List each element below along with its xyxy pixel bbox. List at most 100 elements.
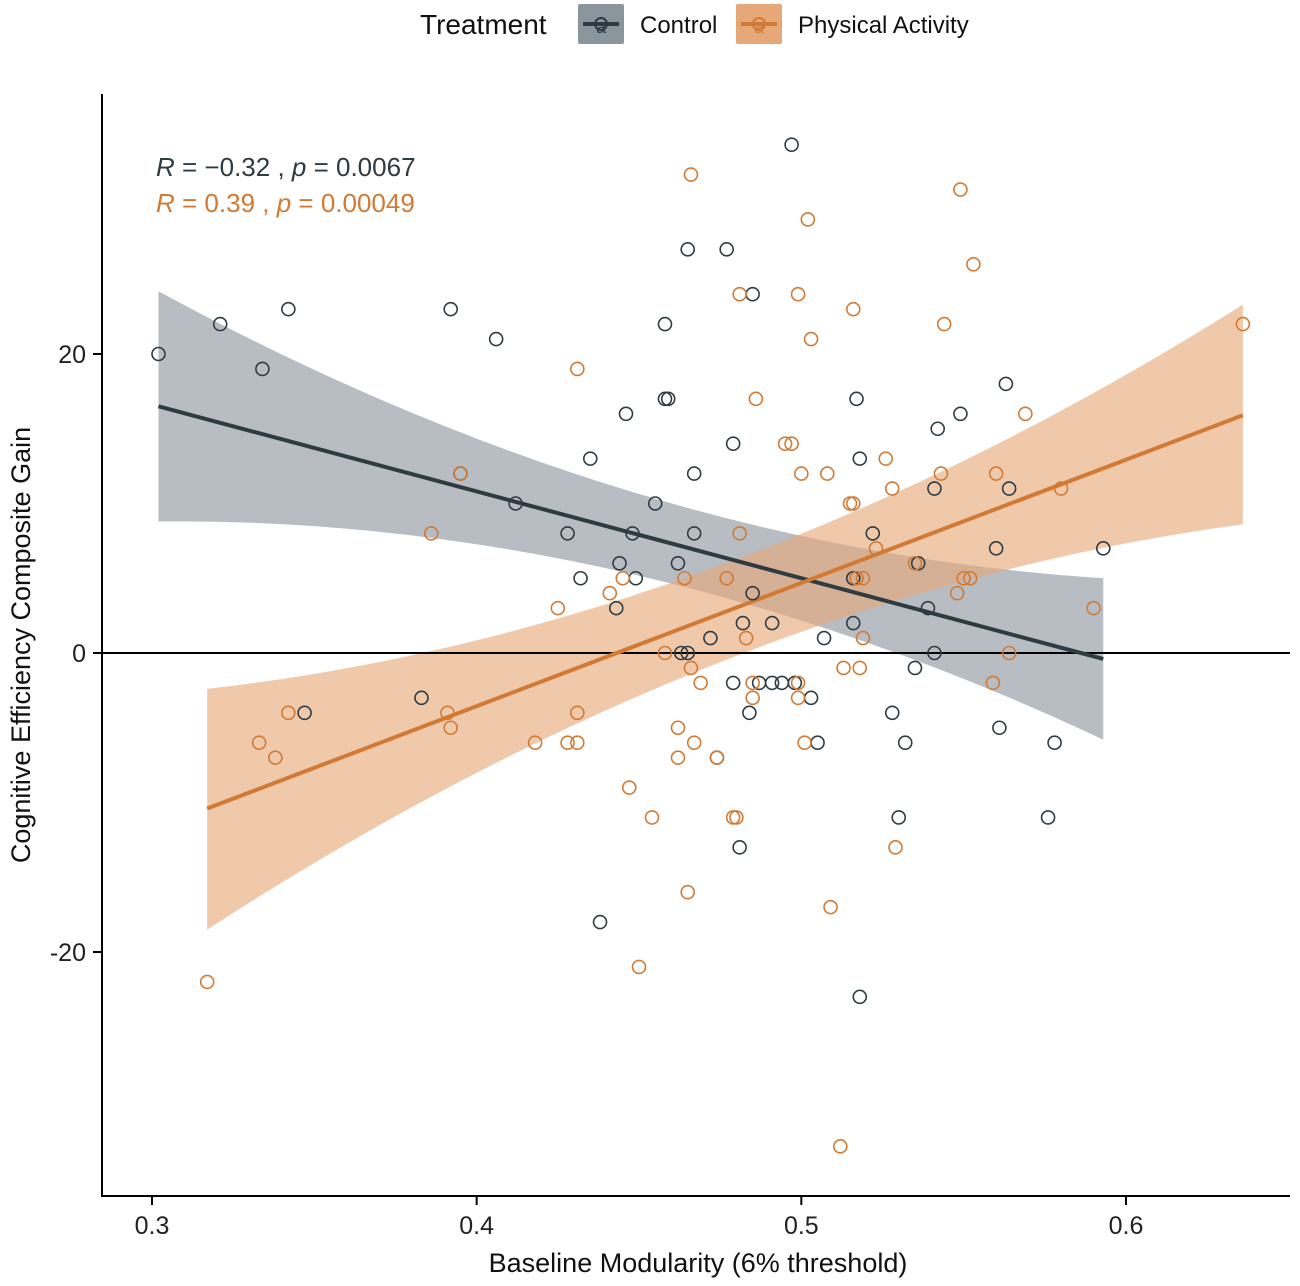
physical-activity-stats-annotation: R = 0.39 , p = 0.00049 xyxy=(156,188,415,218)
physical-activity-data-point xyxy=(670,720,686,736)
control-data-point xyxy=(849,391,864,407)
control-data-point xyxy=(592,914,608,930)
physical-activity-data-point xyxy=(803,331,819,347)
physical-activity-data-point xyxy=(570,735,585,751)
physical-activity-data-point xyxy=(732,286,747,302)
physical-activity-data-point xyxy=(790,675,806,691)
legend-label-control: Control xyxy=(640,12,717,39)
control-data-point xyxy=(573,570,588,586)
physical-activity-data-point xyxy=(729,810,744,825)
y-tick-label: 0 xyxy=(72,640,86,668)
physical-activity-data-point xyxy=(683,167,699,182)
control-data-point xyxy=(680,242,696,257)
control-data-point xyxy=(1047,735,1062,751)
control-data-point xyxy=(930,421,945,437)
x-tick-label: 0.4 xyxy=(459,1212,494,1240)
control-data-point xyxy=(897,735,913,751)
control-data-point xyxy=(852,989,868,1005)
physical-activity-data-point xyxy=(423,526,439,541)
control-data-point xyxy=(281,301,296,317)
control-data-point xyxy=(816,630,832,646)
control-data-point xyxy=(414,690,429,706)
physical-activity-data-point xyxy=(842,496,858,511)
control-data-point xyxy=(443,301,458,317)
control-data-point xyxy=(612,555,627,571)
control-data-point xyxy=(625,526,640,541)
control-data-point xyxy=(151,346,166,362)
control-data-point xyxy=(784,137,799,152)
physical-activity-data-point xyxy=(777,436,793,452)
physical-activity-data-point xyxy=(933,466,949,481)
physical-activity-data-point xyxy=(443,720,458,736)
physical-activity-data-point xyxy=(745,675,760,691)
control-data-point xyxy=(719,242,734,257)
control-data-point xyxy=(891,810,907,825)
control-data-point xyxy=(742,705,757,721)
physical-activity-data-point xyxy=(1053,481,1069,496)
control-data-point xyxy=(735,615,751,631)
confidence-bands xyxy=(158,291,1243,930)
control-data-point xyxy=(884,705,900,721)
control-data-point xyxy=(608,600,624,616)
control-data-point xyxy=(992,720,1007,736)
physical-activity-data-point xyxy=(936,316,952,332)
x-tick-label: 0.5 xyxy=(784,1212,819,1240)
control-data-point xyxy=(953,406,968,422)
control-data-point xyxy=(508,496,523,511)
control-data-point xyxy=(657,391,673,407)
physical-activity-confidence-band xyxy=(207,304,1243,930)
physical-activity-data-point xyxy=(949,585,965,601)
control-data-point xyxy=(988,541,1004,556)
control-data-point xyxy=(488,331,504,347)
x-axis-title: Baseline Modularity (6% threshold) xyxy=(489,1248,908,1278)
control-data-point xyxy=(560,526,575,541)
control-data-point xyxy=(1095,541,1111,556)
control-data-point xyxy=(255,361,270,377)
physical-activity-data-point xyxy=(1086,600,1101,616)
control-data-point xyxy=(618,406,634,422)
physical-activity-data-point xyxy=(836,660,851,676)
control-confidence-band xyxy=(158,291,1104,740)
y-axis-title: Cognitive Efficiency Composite Gain xyxy=(6,427,36,863)
physical-activity-data-point xyxy=(725,810,741,825)
physical-activity-data-point xyxy=(621,780,637,795)
control-data-point xyxy=(774,675,790,691)
control-data-point xyxy=(680,645,696,661)
physical-activity-data-point xyxy=(907,555,923,571)
legend-key-control-glyph: a xyxy=(596,17,607,37)
legend: Treatment a Control a Physical Activity xyxy=(420,4,969,44)
physical-activity-data-point xyxy=(794,466,809,481)
physical-activity-data-point xyxy=(268,750,283,765)
physical-activity-data-point xyxy=(832,1139,848,1154)
physical-activity-data-point xyxy=(962,570,978,586)
physical-activity-data-point xyxy=(570,361,585,377)
physical-activity-data-point xyxy=(884,481,900,496)
control-data-point xyxy=(686,466,702,481)
physical-activity-data-point xyxy=(550,600,566,616)
data-points xyxy=(151,137,1251,1154)
physical-activity-data-point xyxy=(797,735,812,751)
physical-activity-data-point xyxy=(888,840,903,855)
control-data-point xyxy=(927,645,942,661)
x-tick-label: 0.6 xyxy=(1109,1212,1144,1240)
physical-activity-data-point xyxy=(855,630,871,646)
x-tick-label: 0.3 xyxy=(135,1212,170,1240)
physical-activity-data-point xyxy=(615,570,631,586)
control-data-point xyxy=(297,705,312,721)
physical-activity-data-point xyxy=(732,526,747,541)
physical-activity-data-point xyxy=(670,750,686,765)
y-tick-label: -20 xyxy=(50,939,86,967)
physical-activity-data-point xyxy=(1018,406,1033,422)
physical-activity-data-point xyxy=(966,256,981,272)
physical-activity-data-point xyxy=(845,496,861,511)
physical-activity-data-point xyxy=(790,286,806,302)
physical-activity-data-point xyxy=(527,735,543,751)
control-data-point xyxy=(764,675,780,691)
control-data-point xyxy=(845,615,861,631)
physical-activity-data-point xyxy=(1235,316,1251,332)
physical-activity-data-point xyxy=(855,570,871,586)
physical-activity-data-point xyxy=(251,735,267,751)
control-data-point xyxy=(787,675,803,691)
